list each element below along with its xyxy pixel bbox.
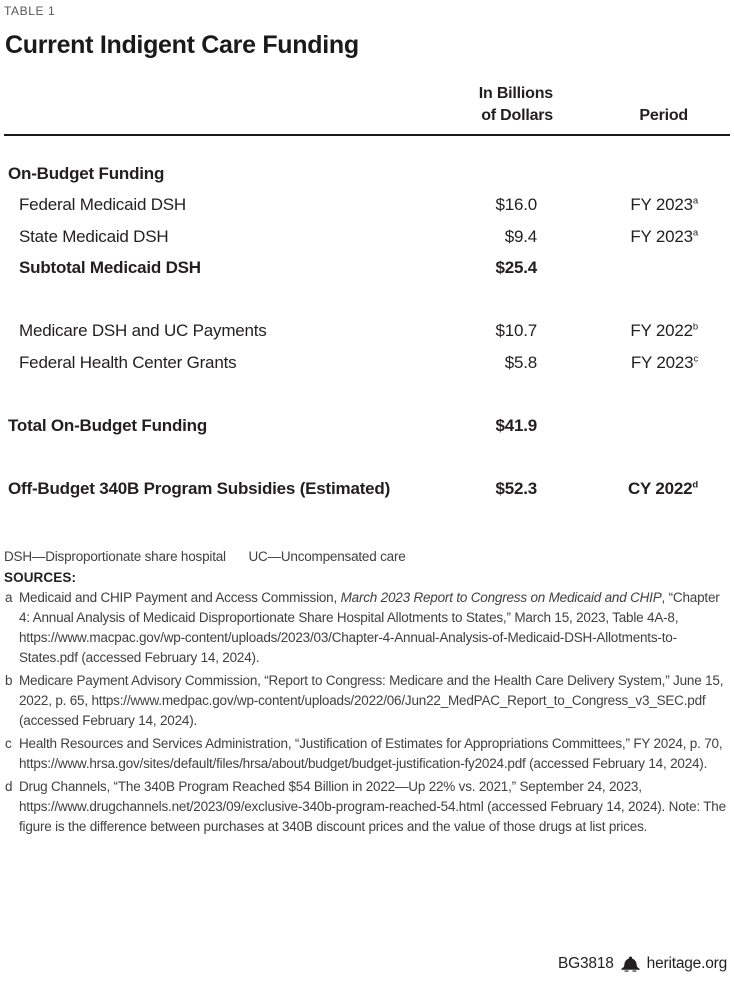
source-marker: c <box>5 735 12 751</box>
spacer-row <box>4 284 730 316</box>
page-title: Current Indigent Care Funding <box>5 31 359 59</box>
source-note-a: a Medicaid and CHIP Payment and Access Co… <box>5 589 720 665</box>
table-row: Medicare DSH and UC Payments $10.7 FY 20… <box>4 316 730 348</box>
table-row-subtotal: Subtotal Medicaid DSH $25.4 <box>4 253 730 285</box>
row-amount: $9.4 <box>504 226 537 246</box>
footnote-marker: c <box>693 353 698 365</box>
spacer-row <box>4 379 730 411</box>
source-note-c: c Health Resources and Services Administr… <box>5 735 723 771</box>
row-amount: $10.7 <box>495 321 537 341</box>
table-body: On-Budget Funding Federal Medicaid DSH $… <box>4 136 730 505</box>
report-footer: BG3818 heritage.org <box>558 955 727 973</box>
footnote-marker: a <box>692 227 698 239</box>
row-period: FY 2023a <box>630 195 698 215</box>
table-row-section: On-Budget Funding <box>4 158 730 190</box>
liberty-bell-icon <box>620 956 640 972</box>
abbr-uc: UC—Uncompensated care <box>248 548 406 564</box>
row-label: State Medicaid DSH <box>19 226 169 246</box>
footnote-marker: d <box>692 479 698 491</box>
row-label: Subtotal Medicaid DSH <box>19 258 201 278</box>
site-name: heritage.org <box>646 955 728 972</box>
row-amount: $5.8 <box>504 352 537 372</box>
abbreviations-line: DSH—Disproportionate share hospital UC—U… <box>4 547 730 567</box>
row-label: Federal Medicaid DSH <box>19 195 187 215</box>
source-marker: a <box>5 589 13 605</box>
report-id: BG3818 <box>557 955 614 972</box>
abbr-dsh: DSH—Disproportionate share hospital <box>4 548 226 564</box>
notes-section: DSH—Disproportionate share hospital UC—U… <box>4 547 730 837</box>
column-header-amount: In Billions of Dollars <box>478 85 553 124</box>
table-row: Federal Medicaid DSH $16.0 FY 2023a <box>4 190 730 222</box>
row-period: FY 2022b <box>630 321 698 341</box>
italic-citation: March 2023 Report to Congress on Medicai… <box>340 589 662 605</box>
sources-label: SOURCES: <box>4 569 77 585</box>
table-row-total: Off-Budget 340B Program Subsidies (Estim… <box>4 473 730 505</box>
row-label: Total On-Budget Funding <box>8 415 208 435</box>
footnote-marker: b <box>692 321 698 333</box>
source-marker: d <box>5 778 13 794</box>
spacer-row <box>4 442 730 474</box>
table-label: TABLE 1 <box>4 4 56 18</box>
row-period: FY 2023a <box>630 226 698 246</box>
row-amount: $16.0 <box>495 195 537 215</box>
row-amount: $41.9 <box>495 415 537 435</box>
column-header-period: Period <box>639 107 688 124</box>
row-amount: $52.3 <box>495 478 537 498</box>
table-row: Federal Health Center Grants $5.8 FY 202… <box>4 347 730 379</box>
footnote-marker: a <box>692 195 698 207</box>
row-label: On-Budget Funding <box>8 163 165 183</box>
source-note-b: b Medicare Payment Advisory Commission, “… <box>5 672 724 728</box>
table-row-total: Total On-Budget Funding $41.9 <box>4 410 730 442</box>
row-amount: $25.4 <box>495 258 537 278</box>
row-label: Federal Health Center Grants <box>19 352 237 372</box>
row-label: Off-Budget 340B Program Subsidies (Estim… <box>8 478 391 498</box>
source-marker: b <box>5 672 13 688</box>
source-note-d: d Drug Channels, “The 340B Program Reache… <box>5 778 726 834</box>
row-label: Medicare DSH and UC Payments <box>19 321 267 341</box>
table-row: State Medicaid DSH $9.4 FY 2023a <box>4 221 730 253</box>
table-header-row: In Billions of Dollars Period <box>4 83 730 136</box>
row-period: CY 2022d <box>627 478 698 498</box>
row-period: FY 2023c <box>630 352 698 372</box>
